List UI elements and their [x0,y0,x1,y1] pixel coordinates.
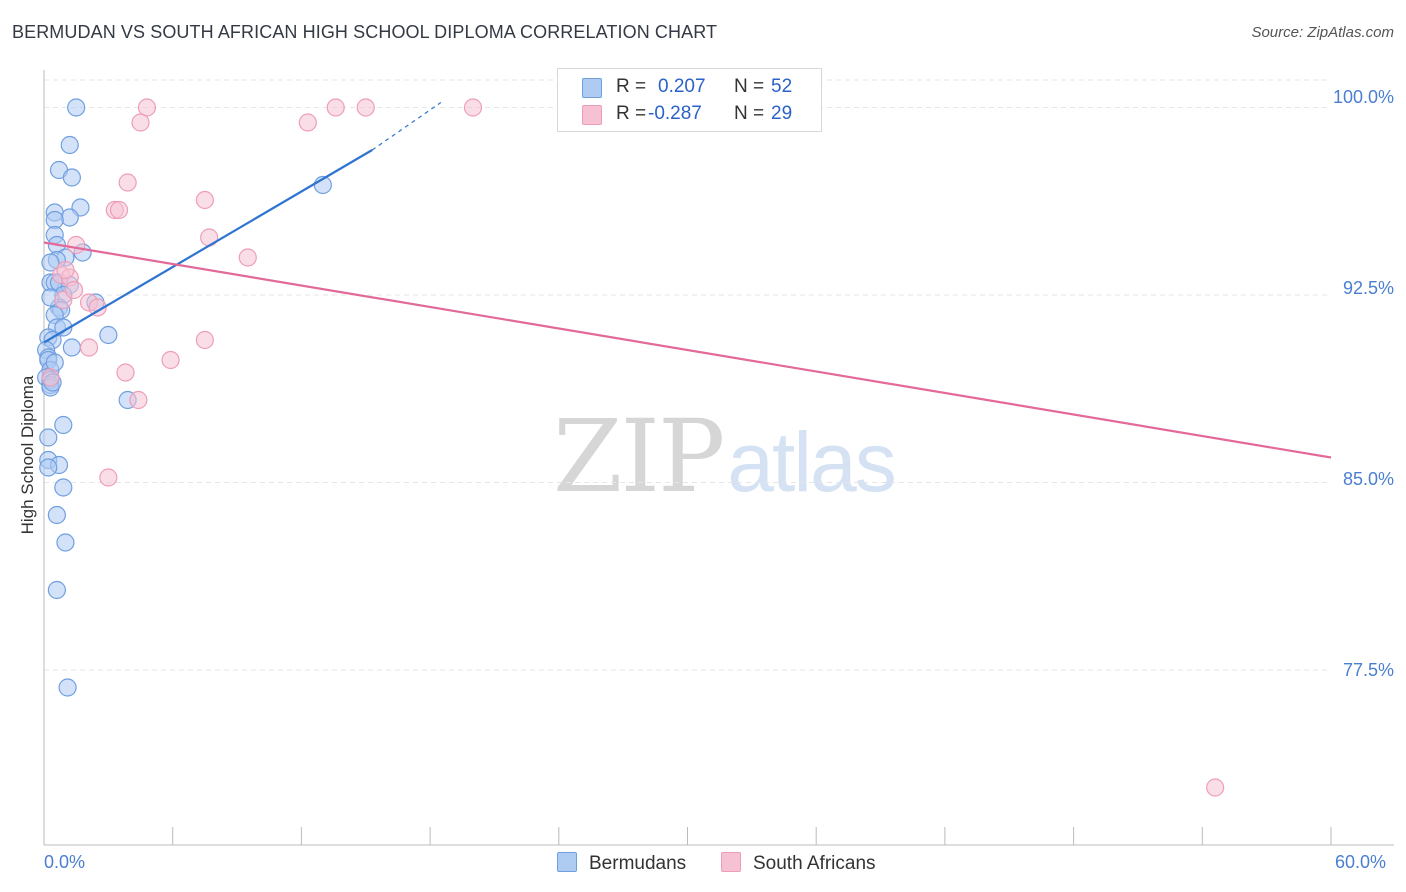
south-african-point [1206,778,1225,797]
south-african-point [88,298,107,317]
legend-n-label: N = [734,103,765,124]
bermudan-point [62,338,81,357]
south-african-point [326,98,345,117]
bermudan-point [39,428,58,447]
legend-r-label: R = [616,76,647,97]
bermudan-point [60,208,79,227]
south-african-point [195,330,214,350]
source-label: Source: ZipAtlas.com [1251,24,1394,41]
bermudan-point [47,580,66,600]
south-african-point [137,98,157,117]
bermudan-point [54,478,73,497]
south-african-point [79,338,99,357]
bottom-legend-south-africans: South Africans [721,852,876,875]
south-african-point [161,350,180,370]
bottom-legend-swatch-pink [721,852,741,872]
y-axis-label: High School Diploma [18,375,37,535]
legend-n-value: 29 [771,103,793,124]
bottom-legend-label: South Africans [753,853,876,874]
south-african-trend-line [43,241,1332,459]
legend-n-value: 52 [771,76,793,97]
bermudan-point [47,505,66,525]
bottom-legend-bermudans: Bermudans [557,852,686,875]
zipatlas-watermark: ZIPatlas [553,398,897,515]
x-tick-label-60: 60.0% [1335,852,1387,872]
south-african-point [118,173,137,192]
bermudan-point [54,318,73,337]
bermudan-point [62,168,81,187]
south-african-point [195,190,214,210]
watermark-zip: ZIP [553,398,725,515]
legend-n-label: N = [734,76,765,97]
bermudan-point [60,135,79,155]
legend-r-label: R = [616,103,647,124]
south-african-point [99,468,118,487]
watermark-atlas: atlas [727,415,896,509]
south-african-point [67,235,86,255]
south-african-point [238,248,257,267]
legend-r-value: -0.287 [648,103,702,124]
south-african-point [356,98,375,117]
bermudan-point [39,458,58,477]
y-tick-label-77.5: 77.5% [1342,660,1394,680]
y-tick-label-85.0: 85.0% [1342,469,1394,489]
bermudan-trend-extension [371,102,442,151]
bottom-legend-swatch-blue [557,852,577,872]
correlation-legend: R = 0.207 N = 52 R = -0.287 N = 29 [557,68,822,132]
south-african-point [129,390,148,410]
south-african-point [463,98,483,117]
bermudan-point [41,253,60,272]
south-african-point [116,363,135,382]
bermudan-point [58,678,77,697]
legend-swatch-pink [582,105,602,125]
south-african-point [109,200,129,220]
y-tick-label-100.0: 100.0% [1332,87,1394,107]
south-african-point [298,113,317,132]
bermudan-point [45,353,64,372]
y-tick-label-92.5: 92.5% [1342,278,1394,298]
x-tick-label-0: 0.0% [44,852,86,872]
south-african-point [56,260,75,280]
bermudan-point [99,325,118,345]
south-african-point [200,228,219,247]
bermudan-point [67,98,86,117]
south-african-point [64,280,84,300]
bermudan-point [56,533,75,552]
bermudan-trend-line [43,149,373,344]
chart-title: BERMUDAN VS SOUTH AFRICAN HIGH SCHOOL DI… [12,22,718,42]
south-african-point [131,113,150,132]
legend-r-value: 0.207 [658,76,706,97]
south-african-point [41,368,60,387]
legend-swatch-blue [582,78,602,98]
bottom-legend-label: Bermudans [589,853,687,874]
bermudan-point [54,415,73,435]
